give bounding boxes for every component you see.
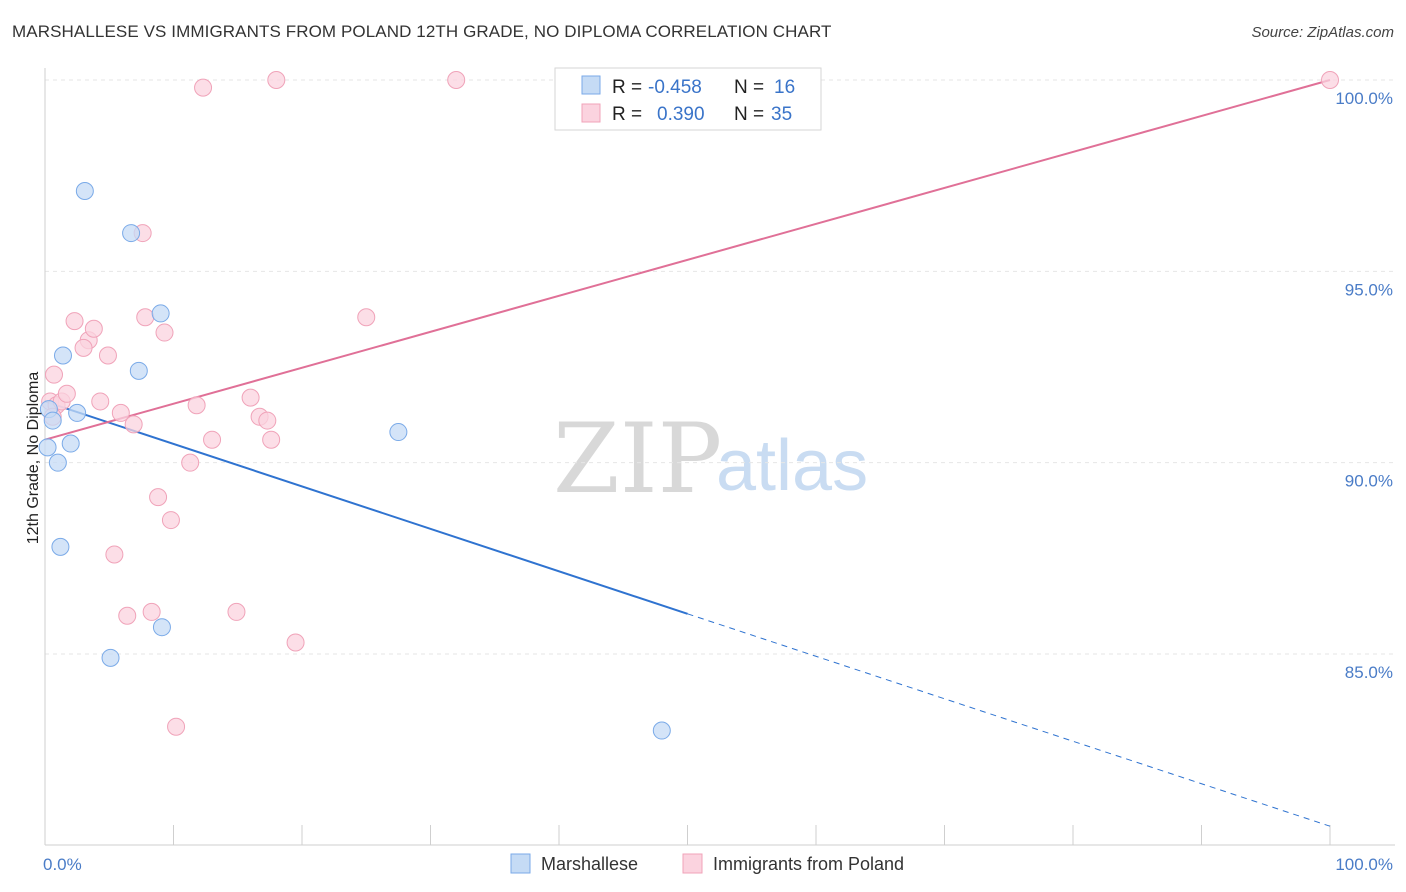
stats-r-label-2: R = — [612, 104, 642, 125]
trend-line-1 — [44, 79, 1331, 441]
data-point-marshallese — [129, 361, 148, 380]
data-point-poland — [258, 411, 277, 430]
y-axis-title: 12th Grade, No Diploma — [25, 372, 42, 545]
y-tick-label: 95.0% — [1345, 280, 1393, 299]
stats-swatch-marshallese — [581, 75, 601, 95]
watermark-zip: ZIP — [553, 403, 722, 515]
data-point-poland — [286, 633, 305, 652]
stats-n-label-1: N = — [734, 77, 764, 98]
data-point-poland — [203, 430, 222, 449]
stats-r-label-1: R = — [612, 77, 642, 98]
data-point-poland — [155, 323, 174, 342]
data-point-poland — [187, 396, 206, 415]
data-point-poland — [241, 388, 260, 407]
data-point-poland — [57, 384, 76, 403]
data-point-poland — [74, 338, 93, 357]
data-point-poland — [44, 365, 63, 384]
watermark-atlas: atlas — [716, 426, 868, 506]
legend-label-poland: Immigrants from Poland — [713, 854, 904, 874]
stats-box: R = -0.458 N = 16 R = 0.390 N = 35 — [554, 67, 822, 131]
legend: Marshallese Immigrants from Poland — [510, 853, 904, 874]
data-point-poland — [142, 602, 161, 621]
data-point-poland — [1321, 71, 1339, 89]
data-point-marshallese — [75, 181, 94, 200]
data-point-poland — [65, 312, 84, 331]
stats-n-value-poland: 35 — [771, 104, 792, 125]
data-point-marshallese — [122, 224, 141, 243]
y-tick-label: 90.0% — [1345, 472, 1393, 491]
watermark: ZIP atlas — [553, 403, 868, 515]
data-point-poland — [161, 511, 180, 530]
data-point-poland — [267, 71, 286, 89]
stats-n-label-2: N = — [734, 104, 764, 125]
data-point-marshallese — [38, 438, 57, 457]
data-point-poland — [227, 602, 246, 621]
data-point-poland — [118, 606, 137, 625]
data-point-poland — [105, 545, 124, 564]
axes: 85.0% 90.0% 95.0% 100.0% 0.0% 100.0% — [43, 68, 1395, 874]
gridlines — [45, 79, 1395, 655]
data-point-poland — [357, 308, 376, 327]
stats-swatch-poland — [581, 103, 601, 123]
data-point-marshallese — [43, 411, 62, 430]
data-point-marshallese — [652, 721, 671, 740]
data-point-marshallese — [101, 648, 120, 667]
data-point-marshallese — [152, 618, 171, 637]
data-point-marshallese — [48, 453, 67, 472]
trend-lines — [44, 79, 1331, 827]
data-point-poland — [149, 488, 168, 507]
data-point-poland — [124, 415, 143, 434]
x-tick-label-start: 0.0% — [43, 855, 82, 874]
y-tick-label: 100.0% — [1335, 89, 1393, 108]
legend-label-marshallese: Marshallese — [541, 854, 638, 874]
data-point-poland — [262, 430, 281, 449]
trend-line-extension-0 — [687, 613, 1331, 827]
data-point-marshallese — [389, 423, 408, 442]
data-point-marshallese — [151, 304, 170, 323]
data-point-marshallese — [51, 537, 70, 556]
data-point-marshallese — [53, 346, 72, 365]
data-points — [38, 71, 1339, 740]
legend-swatch-poland — [682, 853, 703, 874]
trend-line-0 — [44, 400, 688, 615]
stats-r-value-poland: 0.390 — [657, 104, 705, 125]
legend-swatch-marshallese — [510, 853, 531, 874]
data-point-poland — [447, 71, 466, 89]
chart-source: Source: ZipAtlas.com — [1251, 24, 1394, 41]
data-point-poland — [98, 346, 117, 365]
data-point-poland — [194, 78, 213, 97]
y-tick-label: 85.0% — [1345, 663, 1393, 682]
data-point-poland — [167, 717, 186, 736]
x-tick-label-end: 100.0% — [1335, 855, 1393, 874]
chart-title: MARSHALLESE VS IMMIGRANTS FROM POLAND 12… — [12, 22, 832, 41]
data-point-poland — [136, 308, 155, 327]
data-point-poland — [84, 319, 103, 338]
data-point-marshallese — [61, 434, 80, 453]
stats-n-value-marshallese: 16 — [774, 77, 795, 98]
data-point-poland — [181, 453, 200, 472]
data-point-poland — [111, 403, 130, 422]
data-point-poland — [91, 392, 110, 411]
stats-r-value-marshallese: -0.458 — [648, 77, 702, 98]
data-point-marshallese — [68, 403, 87, 422]
